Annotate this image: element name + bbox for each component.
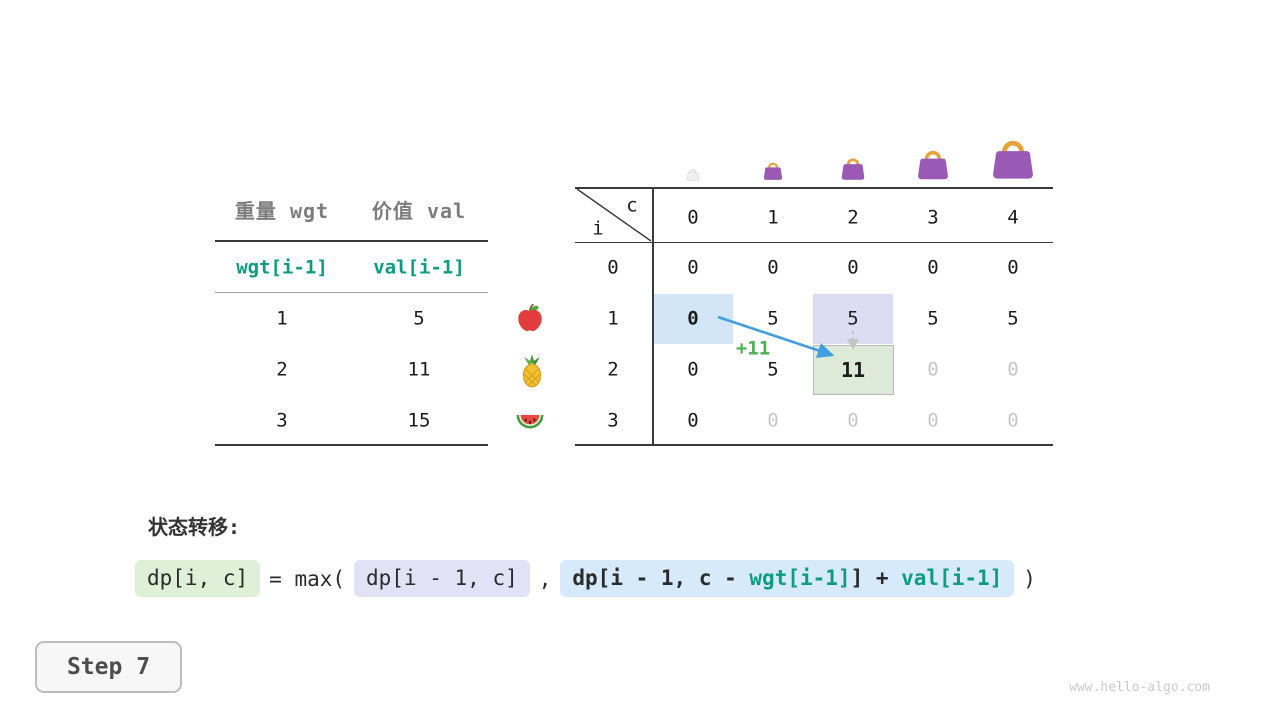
formula-arg-take: dp[i - 1, c - wgt[i-1]] + val[i-1] (560, 560, 1015, 598)
dp-cell: 0 (687, 256, 699, 279)
formula-arg-take-prefix: dp[i - 1, c - (572, 566, 750, 590)
dp-table-axis-rule (652, 187, 654, 446)
formula-arg-take-val: val[i-1] (901, 566, 1003, 590)
dp-cell: 0 (927, 256, 939, 279)
item-wgt-value: 1 (276, 307, 288, 330)
items-val-index-label: val[i-1] (373, 256, 465, 279)
dp-cell: 0 (1007, 256, 1019, 279)
dp-cell: 0 (1007, 409, 1019, 432)
state-transition-heading: 状态转移: (148, 515, 241, 539)
formula-arg-keep: dp[i - 1, c] (354, 560, 530, 598)
dp-col-header: 4 (1007, 206, 1019, 229)
dp-cell: 0 (847, 409, 859, 432)
bag-icon-capacity-2 (841, 158, 865, 180)
apple-icon (518, 303, 542, 331)
formula-separator: , (538, 566, 552, 591)
formula-operator: = max( (269, 566, 346, 591)
dp-cell: 5 (927, 307, 939, 330)
items-col-header-wgt: 重量 wgt (234, 199, 330, 223)
formula-arg-take-mid: ] + (850, 566, 902, 590)
step-badge: Step 7 (35, 641, 182, 693)
dp-cell: 0 (767, 256, 779, 279)
dp-corner-index-label: i (592, 217, 604, 240)
dp-table-bottom-rule (575, 444, 1053, 446)
watermark: www.hello-algo.com (1069, 680, 1210, 695)
dp-cell: 5 (1007, 307, 1019, 330)
dp-cell: 0 (687, 409, 699, 432)
corner-diagonal-line (576, 188, 652, 242)
item-val-value: 15 (407, 409, 431, 432)
dp-cell: 0 (767, 409, 779, 432)
state-transition-formula: dp[i, c] = max( dp[i - 1, c] , dp[i - 1,… (135, 560, 1036, 598)
pineapple-icon (522, 354, 542, 388)
item-val-value: 5 (413, 307, 425, 330)
dp-cell-current: 11 (840, 358, 866, 382)
watermelon-icon (516, 415, 544, 429)
dp-cell: 0 (927, 358, 939, 381)
dp-cell: 5 (847, 307, 859, 330)
dp-row-header: 1 (607, 307, 619, 330)
dp-cell: 0 (847, 256, 859, 279)
bag-icon-capacity-0 (686, 169, 700, 181)
dp-corner-capacity-label: c (626, 194, 638, 217)
dp-col-header: 3 (927, 206, 939, 229)
items-table-bottom-rule (215, 444, 488, 446)
dp-col-header: 1 (767, 206, 779, 229)
item-wgt-value: 2 (276, 358, 288, 381)
dp-cell: 5 (767, 307, 779, 330)
items-col-header-val: 价值 val (371, 199, 467, 223)
dp-col-header: 0 (687, 206, 699, 229)
dp-cell: 0 (687, 358, 699, 381)
item-val-value: 11 (407, 358, 431, 381)
formula-dp-current: dp[i, c] (135, 560, 261, 598)
dp-cell: 0 (687, 307, 699, 330)
transition-gain-label: +11 (735, 337, 771, 360)
step-badge-label: Step 7 (66, 654, 151, 680)
formula-arg-take-wgt: wgt[i-1] (749, 566, 851, 590)
dp-row-header: 0 (607, 256, 619, 279)
dp-cell: 0 (927, 409, 939, 432)
items-table-mid-rule (215, 292, 488, 293)
bag-icon-capacity-1 (763, 162, 783, 180)
dp-table-top-rule (575, 187, 1053, 189)
bag-icon-capacity-3 (918, 150, 948, 180)
items-table-header-rule (215, 240, 488, 242)
dp-col-header: 2 (847, 206, 859, 229)
item-wgt-value: 3 (276, 409, 288, 432)
items-wgt-index-label: wgt[i-1] (236, 256, 328, 279)
dp-row-header: 2 (607, 358, 619, 381)
formula-closing: ) (1023, 566, 1036, 591)
dp-table-header-rule (575, 242, 1053, 243)
dp-cell: 5 (767, 358, 779, 381)
dp-row-header: 3 (607, 409, 619, 432)
dp-cell: 0 (1007, 358, 1019, 381)
bag-icon-capacity-4 (993, 140, 1033, 179)
